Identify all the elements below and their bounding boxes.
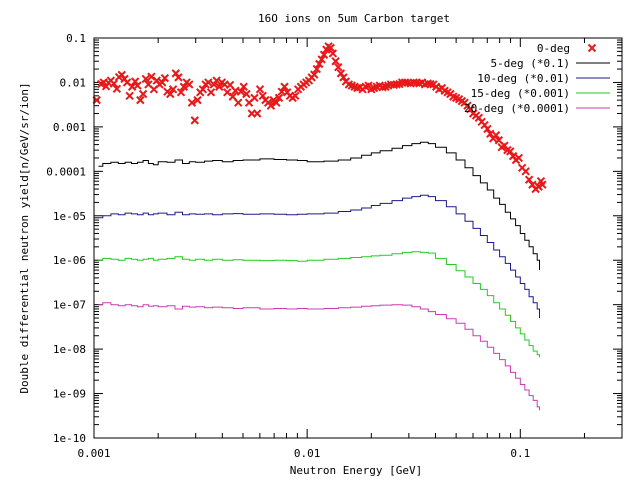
data-point xyxy=(486,129,495,138)
legend-label: 20-deg (*0.0001) xyxy=(464,102,570,115)
data-point xyxy=(239,82,248,91)
data-point xyxy=(193,95,202,105)
y-axis: 0.1 0.01 0.001 0.0001 1e-05 1e-06 1e-07 1e-08 1e… xyxy=(46,32,622,445)
x-axis-label: Neutron Energy [GeV] xyxy=(290,464,422,477)
data-point xyxy=(331,57,340,66)
series-3 xyxy=(98,194,540,318)
y-tick-label: 1e-10 xyxy=(53,432,86,445)
data-point xyxy=(538,180,547,189)
data-point xyxy=(315,59,324,69)
data-point xyxy=(339,73,348,82)
data-point xyxy=(491,130,501,140)
data-point xyxy=(179,82,189,91)
data-point xyxy=(141,74,151,84)
data-point xyxy=(336,69,346,78)
series-4 xyxy=(98,251,540,358)
data-point xyxy=(252,109,262,118)
data-point xyxy=(258,91,267,101)
data-point xyxy=(185,80,194,89)
legend-label: 0-deg xyxy=(537,42,570,55)
y-tick-label: 0.0001 xyxy=(46,165,86,178)
data-point xyxy=(334,63,343,72)
data-point xyxy=(328,49,338,58)
data-point xyxy=(133,81,142,90)
chart-title: 16O ions on 5um Carbon target xyxy=(258,12,450,25)
series-1 xyxy=(92,42,547,194)
data-point xyxy=(158,78,167,87)
legend-label: 5-deg (*0.1) xyxy=(491,57,570,70)
data-point xyxy=(190,116,199,125)
x-axis: 0.001 0.01 0.1 xyxy=(77,38,623,460)
data-point xyxy=(317,55,326,64)
data-point xyxy=(204,78,213,87)
data-point xyxy=(272,98,281,107)
series-line xyxy=(98,302,540,411)
data-point xyxy=(125,91,134,101)
data-point xyxy=(514,153,524,163)
data-point xyxy=(524,175,534,184)
data-point xyxy=(176,88,186,97)
x-tick-label: 0.001 xyxy=(77,447,110,460)
plot-area xyxy=(92,42,547,411)
data-point xyxy=(274,93,284,103)
data-point xyxy=(206,88,216,97)
data-point xyxy=(166,89,175,99)
legend-marker xyxy=(587,43,597,53)
data-point xyxy=(136,95,145,105)
series-line xyxy=(98,194,540,318)
data-point xyxy=(160,73,170,83)
y-tick-label: 0.1 xyxy=(66,32,86,45)
y-tick-label: 1e-09 xyxy=(53,388,86,401)
series-2 xyxy=(98,141,540,271)
x-tick-label: 0.1 xyxy=(510,447,530,460)
data-point xyxy=(326,43,335,53)
data-point xyxy=(198,85,208,94)
data-point xyxy=(236,87,246,96)
x-tick-label: 0.01 xyxy=(294,447,321,460)
data-point xyxy=(521,167,530,176)
y-tick-label: 1e-05 xyxy=(53,210,86,223)
data-point xyxy=(215,82,224,91)
data-point xyxy=(506,147,515,156)
data-point xyxy=(250,93,259,103)
data-point xyxy=(392,80,401,89)
data-point xyxy=(109,79,119,88)
data-point xyxy=(312,64,322,74)
data-point xyxy=(280,82,289,91)
data-point xyxy=(255,85,265,94)
data-point xyxy=(466,104,475,114)
y-tick-label: 1e-08 xyxy=(53,343,86,356)
data-point xyxy=(242,89,251,99)
data-point xyxy=(168,85,178,94)
series-line xyxy=(98,141,540,271)
y-tick-label: 0.001 xyxy=(53,121,86,134)
data-point xyxy=(212,76,221,85)
data-point xyxy=(174,73,183,82)
y-tick-label: 0.01 xyxy=(60,76,87,89)
data-point xyxy=(112,84,122,93)
data-point xyxy=(138,89,148,99)
legend: 0-deg 5-deg (*0.1) 10-deg (*0.01) 15-deg (*… xyxy=(464,42,610,115)
data-point xyxy=(234,98,243,107)
data-point xyxy=(187,98,197,107)
series-line xyxy=(98,251,540,358)
data-point xyxy=(310,70,319,79)
series-5 xyxy=(98,302,540,411)
data-point xyxy=(266,101,276,110)
data-point xyxy=(319,50,329,59)
legend-label: 15-deg (*0.001) xyxy=(471,87,570,100)
plot-frame xyxy=(93,37,623,439)
data-point xyxy=(130,77,140,86)
data-point xyxy=(291,91,300,101)
y-axis-label: Double differential neutron yield[n/GeV/… xyxy=(18,82,31,393)
y-tick-label: 1e-06 xyxy=(53,254,86,267)
y-tick-label: 1e-07 xyxy=(53,299,86,312)
legend-label: 10-deg (*0.01) xyxy=(477,72,570,85)
data-point xyxy=(483,124,492,134)
